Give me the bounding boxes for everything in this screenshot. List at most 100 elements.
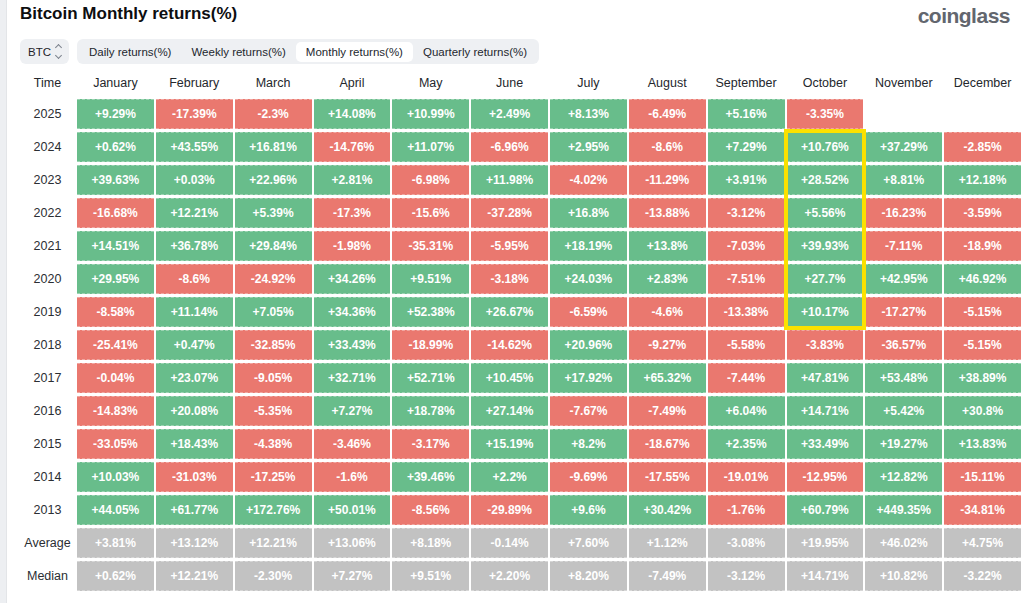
column-header-june: June xyxy=(471,76,548,90)
return-cell: +20.96% xyxy=(550,330,627,360)
return-cell: +8.20% xyxy=(550,561,627,591)
return-cell: -1.76% xyxy=(708,495,785,525)
return-cell: -18.67% xyxy=(629,429,706,459)
return-cell: -1.6% xyxy=(314,462,391,492)
return-cell: +2.2% xyxy=(471,462,548,492)
return-cell: +10.76% xyxy=(787,132,864,162)
return-cell: +14.71% xyxy=(787,561,864,591)
return-cell: +5.42% xyxy=(865,396,942,426)
return-cell: -16.23% xyxy=(865,198,942,228)
return-cell: -37.28% xyxy=(471,198,548,228)
return-cell: +12.82% xyxy=(865,462,942,492)
return-cell: -6.98% xyxy=(392,165,469,195)
symbol-label: BTC xyxy=(28,46,51,58)
return-cell: +29.84% xyxy=(235,231,312,261)
row-label: 2021 xyxy=(20,231,75,261)
return-cell: -5.15% xyxy=(944,330,1021,360)
return-cell: +3.91% xyxy=(708,165,785,195)
return-cell: -1.98% xyxy=(314,231,391,261)
column-header-september: September xyxy=(708,76,785,90)
column-header-april: April xyxy=(314,76,391,90)
return-cell: -31.03% xyxy=(156,462,233,492)
return-cell: +14.51% xyxy=(77,231,154,261)
return-cell: -7.11% xyxy=(865,231,942,261)
return-cell: +15.19% xyxy=(471,429,548,459)
return-cell: +27.14% xyxy=(471,396,548,426)
topbar: Bitcoin Monthly returns(%) coinglass xyxy=(0,0,1024,27)
return-cell: +34.36% xyxy=(314,297,391,327)
returns-period-tabs: Daily returns(%)Weekly returns(%)Monthly… xyxy=(77,39,539,64)
return-cell: +17.92% xyxy=(550,363,627,393)
return-cell: -4.6% xyxy=(629,297,706,327)
page-left-edge xyxy=(0,0,7,603)
table-row-2018: 2018-25.41%+0.47%-32.85%+33.43%-18.99%-1… xyxy=(20,330,1021,360)
table-row-2016: 2016-14.83%+20.08%-5.35%+7.27%+18.78%+27… xyxy=(20,396,1021,426)
tab-monthly-returns[interactable]: Monthly returns(%) xyxy=(296,42,413,62)
column-header-january: January xyxy=(77,76,154,90)
return-cell: +14.08% xyxy=(314,99,391,129)
return-cell: +172.76% xyxy=(235,495,312,525)
table-row-average: Average+3.81%+13.12%+12.21%+13.06%+8.18%… xyxy=(20,528,1021,558)
return-cell: +39.63% xyxy=(77,165,154,195)
return-cell: +16.8% xyxy=(550,198,627,228)
return-cell: -5.35% xyxy=(235,396,312,426)
return-cell: +9.51% xyxy=(392,264,469,294)
return-cell: +7.27% xyxy=(314,561,391,591)
return-cell: +52.71% xyxy=(392,363,469,393)
return-cell: -14.62% xyxy=(471,330,548,360)
table-row-2013: 2013+44.05%+61.77%+172.76%+50.01%-8.56%-… xyxy=(20,495,1021,525)
return-cell: +7.27% xyxy=(314,396,391,426)
return-cell: -18.9% xyxy=(944,231,1021,261)
updown-arrows-icon xyxy=(56,45,61,58)
return-cell: +61.77% xyxy=(156,495,233,525)
table-header-row: TimeJanuaryFebruaryMarchAprilMayJuneJuly… xyxy=(20,70,1021,96)
return-cell: +30.42% xyxy=(629,495,706,525)
return-cell: -2.85% xyxy=(944,132,1021,162)
tab-quarterly-returns[interactable]: Quarterly returns(%) xyxy=(413,42,537,62)
return-cell: -2.3% xyxy=(235,99,312,129)
return-cell: -14.83% xyxy=(77,396,154,426)
column-header-time: Time xyxy=(20,76,75,90)
return-cell: -15.11% xyxy=(944,462,1021,492)
tab-daily-returns[interactable]: Daily returns(%) xyxy=(79,42,181,62)
return-cell: -15.6% xyxy=(392,198,469,228)
return-cell: -7.49% xyxy=(629,396,706,426)
return-cell: -8.56% xyxy=(392,495,469,525)
return-cell: +19.27% xyxy=(865,429,942,459)
empty-cell xyxy=(865,99,942,129)
return-cell: -4.02% xyxy=(550,165,627,195)
return-cell: +26.67% xyxy=(471,297,548,327)
return-cell: -14.76% xyxy=(314,132,391,162)
tab-weekly-returns[interactable]: Weekly returns(%) xyxy=(181,42,295,62)
return-cell: +34.26% xyxy=(314,264,391,294)
table-row-2014: 2014+10.03%-31.03%-17.25%-1.6%+39.46%+2.… xyxy=(20,462,1021,492)
row-label: Median xyxy=(20,561,75,591)
return-cell: +7.05% xyxy=(235,297,312,327)
return-cell: +8.2% xyxy=(550,429,627,459)
return-cell: +18.43% xyxy=(156,429,233,459)
return-cell: -17.39% xyxy=(156,99,233,129)
table-row-2022: 2022-16.68%+12.21%+5.39%-17.3%-15.6%-37.… xyxy=(20,198,1021,228)
return-cell: -34.81% xyxy=(944,495,1021,525)
return-cell: +0.03% xyxy=(156,165,233,195)
return-cell: +29.95% xyxy=(77,264,154,294)
row-label: 2024 xyxy=(20,132,75,162)
return-cell: +5.16% xyxy=(708,99,785,129)
return-cell: -3.08% xyxy=(708,528,785,558)
return-cell: +9.6% xyxy=(550,495,627,525)
return-cell: +53.48% xyxy=(865,363,942,393)
return-cell: -5.58% xyxy=(708,330,785,360)
return-cell: -16.68% xyxy=(77,198,154,228)
return-cell: -11.29% xyxy=(629,165,706,195)
return-cell: +24.03% xyxy=(550,264,627,294)
return-cell: +13.83% xyxy=(944,429,1021,459)
row-label: 2014 xyxy=(20,462,75,492)
return-cell: +9.51% xyxy=(392,561,469,591)
column-header-february: February xyxy=(156,76,233,90)
empty-cell xyxy=(944,99,1021,129)
return-cell: +46.02% xyxy=(865,528,942,558)
row-label: 2015 xyxy=(20,429,75,459)
return-cell: -3.46% xyxy=(314,429,391,459)
symbol-selector[interactable]: BTC xyxy=(20,39,69,64)
return-cell: +5.39% xyxy=(235,198,312,228)
